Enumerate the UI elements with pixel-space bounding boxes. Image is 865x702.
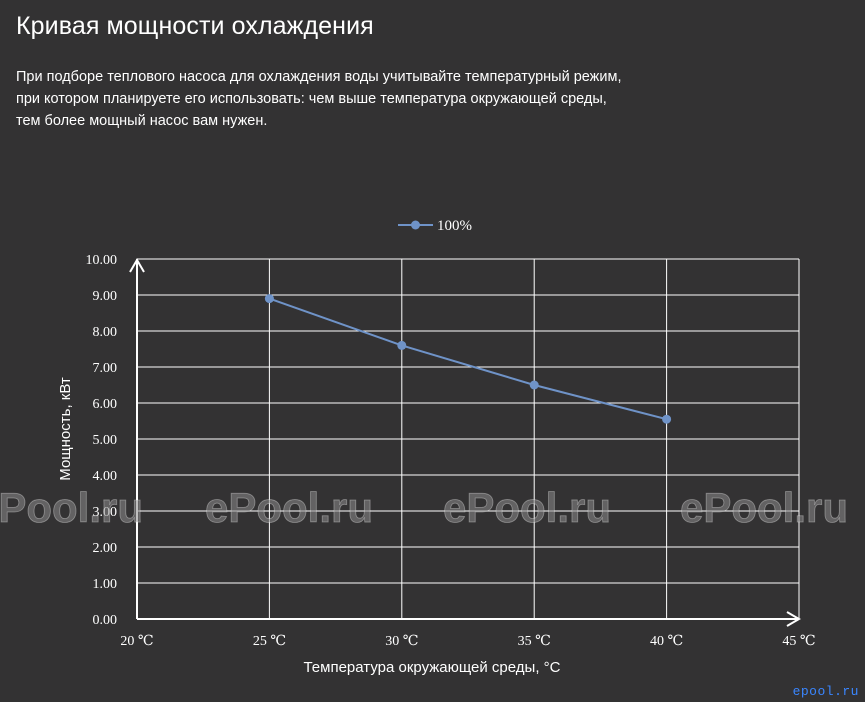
y-tick-label: 4.00 <box>93 469 118 484</box>
legend-label: 100% <box>437 218 472 234</box>
y-tick-label: 1.00 <box>93 577 118 592</box>
watermark: ePool.ru <box>0 484 143 531</box>
watermark: ePool.ru <box>680 484 848 531</box>
data-point <box>662 414 672 424</box>
y-tick-label: 9.00 <box>93 289 118 304</box>
y-tick-label: 5.00 <box>93 433 118 448</box>
y-tick-label: 8.00 <box>93 325 118 340</box>
y-axis-title: Мощность, кВт <box>57 377 74 481</box>
site-badge[interactable]: epool.ru <box>792 684 859 699</box>
watermark: ePool.ru <box>443 484 611 531</box>
y-tick-label: 2.00 <box>93 541 118 556</box>
series-line <box>269 297 667 421</box>
y-tick-label: 7.00 <box>93 361 118 376</box>
page-description: При подборе теплового насоса для охлажде… <box>16 66 736 132</box>
x-tick-label: 35 ℃ <box>518 634 551 649</box>
x-tick-label: 30 ℃ <box>385 634 418 649</box>
y-tick-label: 3.00 <box>93 505 118 520</box>
data-point <box>264 294 274 304</box>
description-line: при котором планируете его использовать:… <box>16 91 607 107</box>
page-title: Кривая мощности охлаждения <box>16 12 374 40</box>
x-tick-label: 20 ℃ <box>120 634 153 649</box>
y-tick-label: 10.00 <box>86 253 118 268</box>
description-line: При подборе теплового насоса для охлажде… <box>16 69 622 85</box>
y-tick-label: 0.00 <box>93 613 118 628</box>
data-point <box>397 340 407 350</box>
x-tick-label: 40 ℃ <box>650 634 683 649</box>
description-line: тем более мощный насос вам нужен. <box>16 113 268 129</box>
x-axis-title: Температура окружающей среды, °C <box>303 659 560 676</box>
watermark: ePool.ru <box>205 484 373 531</box>
y-tick-label: 6.00 <box>93 397 118 412</box>
legend-marker <box>411 220 420 230</box>
x-tick-label: 25 ℃ <box>253 634 286 649</box>
x-tick-label: 45 ℃ <box>782 634 815 649</box>
y-axis-arrow <box>129 258 145 273</box>
data-point <box>529 380 539 390</box>
x-axis-arrow <box>786 611 801 627</box>
